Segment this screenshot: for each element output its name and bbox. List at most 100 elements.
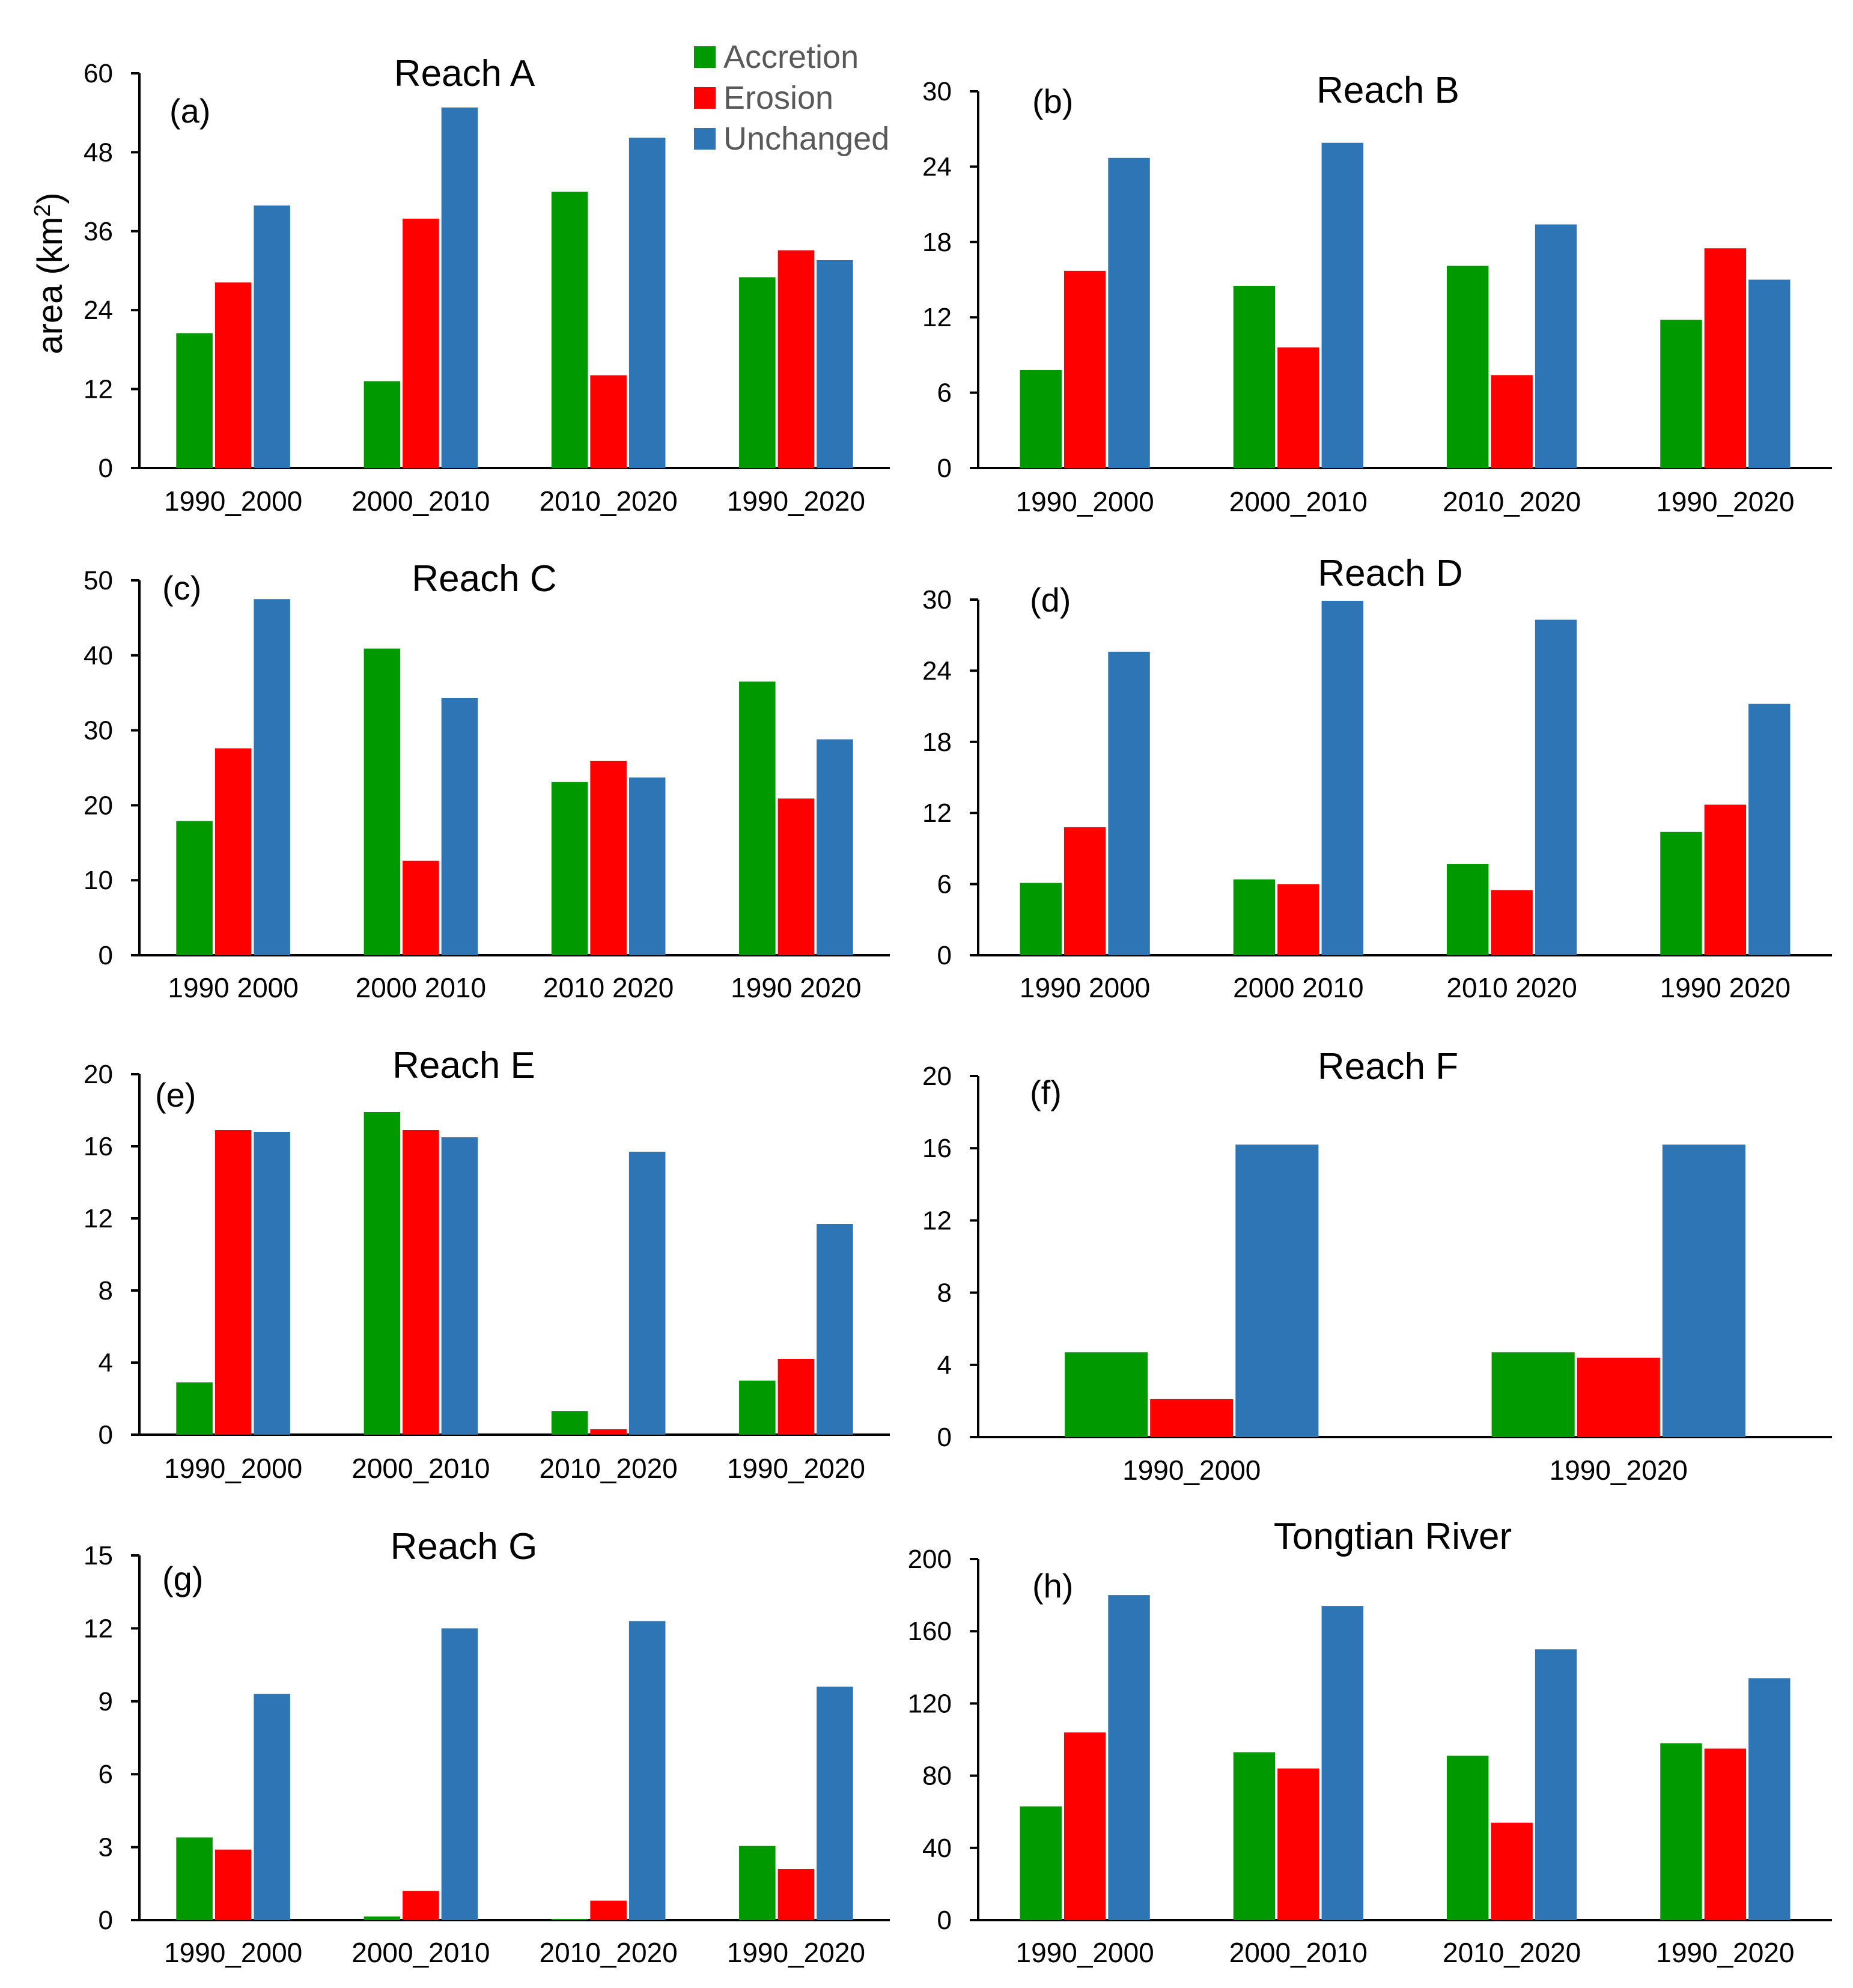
panel-d-bar-accretion [1020,883,1062,955]
panel-h-bar-accretion [1660,1743,1702,1920]
panel-h-bar-erosion [1063,1732,1106,1920]
legend-swatch-accretion [694,46,716,68]
panel-b-bar-accretion [1020,369,1062,468]
panel-d-bar-erosion [1063,827,1106,955]
panel-d-bar-erosion [1491,890,1533,955]
panel-g-y-tick-label: 3 [99,1833,113,1862]
panel-d-y-tick-label: 24 [922,656,952,685]
panel-f-bar-unchanged [1235,1144,1319,1437]
panel-c-y-tick-label: 30 [84,716,113,746]
panel-e-x-tick-label: 1990_2020 [727,1453,865,1484]
panel-f-y-tick-label: 12 [922,1206,952,1235]
panel-d-title: Reach D [1318,553,1462,594]
panel-h-y-tick-label: 200 [908,1545,952,1574]
panel-a-bar-accretion [364,381,401,468]
panel-d-y-tick-label: 0 [937,941,952,970]
panel-g-bar-unchanged [628,1621,666,1920]
panel-b-x-tick-label: 2010_2020 [1443,486,1581,517]
panel-d-x-tick-label: 1990 2000 [1020,972,1150,1003]
panel-b-bar-accretion [1660,320,1702,468]
panel-b-x-tick-label: 1990_2000 [1016,486,1154,517]
panel-b-bar-erosion [1277,347,1319,468]
panel-a-bar-unchanged [628,138,666,468]
panel-a-x-tick-label: 2000_2010 [351,485,490,517]
panel-b-bar-unchanged [1748,279,1791,468]
panel-g-bar-erosion [403,1891,439,1920]
panel-d-bar-erosion [1277,884,1319,955]
panel-f-x-tick-label: 1990_2020 [1550,1455,1688,1486]
panel-c-x-tick-label: 1990 2020 [731,972,861,1003]
panel-g-y-tick-label: 15 [84,1541,113,1570]
panel-g-bar-erosion [590,1900,627,1920]
panel-b-bar-unchanged [1321,142,1364,468]
panel-a-bar-erosion [590,375,627,468]
panel-h-bar-unchanged [1748,1678,1791,1920]
panel-c-bar-accretion [176,821,213,955]
panel-h-bar-erosion [1704,1748,1747,1920]
panel-b-y-tick-label: 18 [922,228,952,257]
panel-d-label: (d) [1030,581,1071,619]
panel-c-bar-unchanged [628,777,666,955]
panel-f-y-tick-label: 16 [922,1134,952,1163]
panel-b-y-tick-label: 0 [937,454,952,483]
panel-b-bar-unchanged [1108,157,1150,468]
panel-e-bar-erosion [590,1429,627,1435]
panel-g-y-tick-label: 6 [99,1760,113,1789]
panel-g-bar-unchanged [254,1694,290,1920]
panel-e-y-tick-label: 16 [84,1132,113,1161]
panel-a-y-tick-label: 24 [84,296,113,325]
panel-a-bar-unchanged [817,260,853,468]
panel-d-bar-accretion [1233,879,1276,955]
panel-e-bar-erosion [777,1359,815,1435]
legend-swatch-erosion [694,87,716,109]
panel-f-bar-erosion [1577,1357,1660,1437]
panel-f-bar-accretion [1491,1352,1575,1437]
panel-b-y-tick-label: 12 [922,303,952,332]
panel-f-y-tick-label: 0 [937,1423,952,1452]
panel-g-title: Reach G [391,1526,538,1567]
panel-a-bar-unchanged [441,107,478,468]
panel-b-y-tick-label: 30 [922,77,952,106]
panel-a-bar-erosion [215,282,252,468]
panel-g-x-tick-label: 1990_2000 [164,1937,302,1968]
panel-h-x-tick-label: 2000_2010 [1229,1937,1368,1968]
panel-h-bar-unchanged [1108,1595,1150,1920]
panel-e-y-tick-label: 12 [84,1204,113,1233]
panel-e-label: (e) [155,1076,196,1114]
panel-h-bar-erosion [1491,1822,1533,1920]
panel-c-y-tick-label: 40 [84,641,113,670]
panel-f-y-tick-label: 20 [922,1062,952,1091]
panel-e-bar-unchanged [817,1224,853,1435]
panel-c-title: Reach C [412,558,556,600]
panel-d-x-tick-label: 2010 2020 [1446,972,1577,1003]
panel-a-title: Reach A [394,53,535,94]
panel-e-bar-unchanged [628,1152,666,1435]
panel-e-x-tick-label: 2000_2010 [351,1453,490,1484]
panel-f-bar-unchanged [1662,1144,1745,1437]
panel-a-y-tick-label: 36 [84,217,113,246]
panel-d-y-tick-label: 6 [937,870,952,899]
panel-e-bar-erosion [215,1130,252,1435]
panel-e-bar-accretion [176,1382,213,1435]
panel-h-bar-unchanged [1321,1606,1364,1920]
panel-b-bar-accretion [1446,266,1489,468]
panel-f-x-tick-label: 1990_2000 [1122,1455,1261,1486]
panel-e-bar-erosion [403,1130,439,1435]
legend-label-erosion: Erosion [723,80,833,116]
panel-e-bar-accretion [551,1411,588,1435]
panel-h-y-tick-label: 40 [922,1834,952,1863]
panel-e-y-tick-label: 20 [84,1060,113,1089]
panel-h-bar-accretion [1446,1755,1489,1920]
panel-h-bar-unchanged [1535,1649,1577,1920]
panel-b-y-tick-label: 24 [922,152,952,181]
panel-b-bar-erosion [1704,248,1747,468]
panel-a-y-tick-label: 0 [99,454,113,483]
panel-c-y-tick-label: 20 [84,791,113,820]
panel-g-y-tick-label: 12 [84,1614,113,1643]
panel-e-bar-unchanged [441,1137,478,1435]
panel-a-bar-accretion [739,277,776,468]
panel-d-bar-accretion [1446,864,1489,955]
panel-b-bar-accretion [1233,285,1276,468]
panel-c-bar-erosion [215,748,252,955]
